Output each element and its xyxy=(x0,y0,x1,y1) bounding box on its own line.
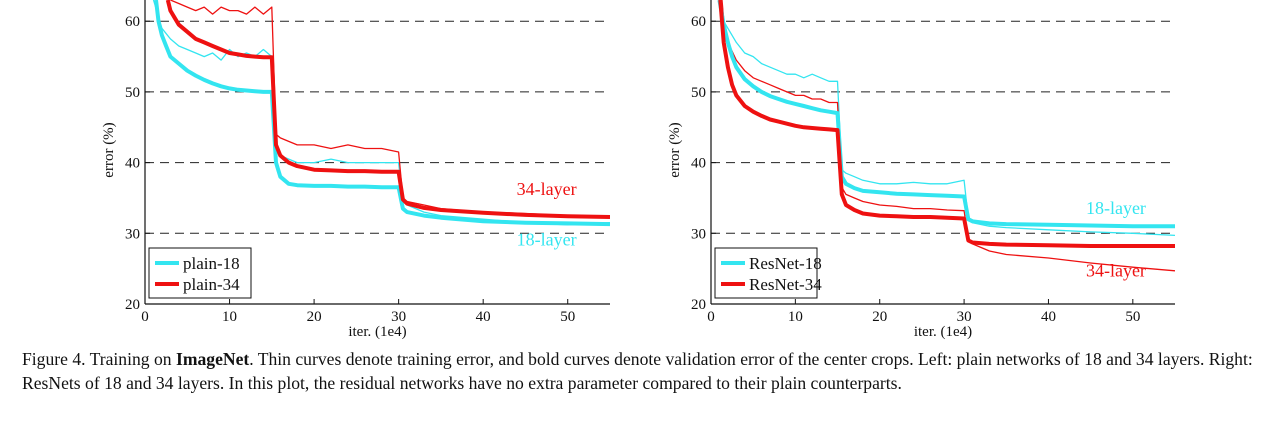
series-line-resnet-34-val xyxy=(718,0,1175,248)
y-tick-label: 20 xyxy=(691,297,706,313)
y-tick-label: 40 xyxy=(125,156,140,172)
y-tick-label: 20 xyxy=(125,297,140,313)
y-axis-label: error (%) xyxy=(667,122,683,177)
legend: ResNet-18 ResNet-34 xyxy=(714,247,822,299)
annotation-34-layer: 34-layer xyxy=(517,179,577,199)
x-tick-label: 50 xyxy=(1125,309,1140,325)
x-tick-label: 20 xyxy=(307,309,322,325)
y-tick-label: 60 xyxy=(691,14,706,30)
x-tick-label: 10 xyxy=(788,309,803,325)
legend: plain-18 plain-34 xyxy=(148,247,252,299)
figure: 0 10 20 30 40 50 20 30 40 50 60 iter. (1e4) error (%… xyxy=(101,0,1175,340)
x-tick-label: 30 xyxy=(957,309,972,325)
chart-panel-2: 0 10 20 30 40 50 20 30 40 50 60 iter. (1e4) error (%… xyxy=(667,0,1175,340)
series-line-plain-34-train xyxy=(170,0,610,218)
legend-box xyxy=(714,247,818,299)
caption-label: Figure 4. Training on xyxy=(22,349,172,369)
legend-label: ResNet-18 xyxy=(749,254,822,273)
y-tick-label: 40 xyxy=(691,156,706,172)
series-line-resnet-18-val xyxy=(717,0,1175,229)
x-tick-label: 30 xyxy=(391,309,406,325)
y-tick-label: 30 xyxy=(125,226,140,242)
caption-bold: ImageNet xyxy=(175,349,250,369)
x-tick-label: 0 xyxy=(707,309,715,325)
x-tick-label: 40 xyxy=(476,309,491,325)
series-line-resnet-34-train xyxy=(721,0,1175,272)
caption-text: . Thin curves denote training error, and… xyxy=(22,349,1253,393)
x-tick-label: 0 xyxy=(141,309,149,325)
series-line-plain-34-val xyxy=(165,0,610,219)
legend-label: plain-18 xyxy=(183,254,240,273)
legend-label: plain-34 xyxy=(183,275,240,294)
x-tick-label: 20 xyxy=(872,309,887,325)
legend-box xyxy=(148,247,252,299)
y-tick-label: 50 xyxy=(125,85,140,101)
x-tick-label: 40 xyxy=(1041,309,1056,325)
legend-label: ResNet-34 xyxy=(749,275,822,294)
series-line-resnet-18-train xyxy=(718,0,1175,237)
y-tick-label: 60 xyxy=(125,14,140,30)
chart-panel-1: 0 10 20 30 40 50 20 30 40 50 60 iter. (1e4) error (%… xyxy=(101,0,610,340)
figure-caption: Figure 4. Training on ImageNet. Thin cur… xyxy=(22,347,1272,395)
y-tick-label: 50 xyxy=(691,85,706,101)
x-tick-label: 50 xyxy=(560,309,575,325)
series-line-plain-18-val xyxy=(154,0,610,227)
x-axis-label: iter. (1e4) xyxy=(914,324,972,340)
x-tick-label: 10 xyxy=(222,309,237,325)
annotation-18-layer: 18-layer xyxy=(517,229,577,249)
annotation-18-layer: 18-layer xyxy=(1086,198,1146,218)
x-axis-label: iter. (1e4) xyxy=(348,324,406,340)
y-tick-label: 30 xyxy=(691,226,706,242)
figure-svg: 0 10 20 30 40 50 20 30 40 50 60 iter. (1e4) error (%… xyxy=(101,0,1175,340)
y-axis-label: error (%) xyxy=(101,122,117,177)
annotation-34-layer: 34-layer xyxy=(1086,260,1146,280)
